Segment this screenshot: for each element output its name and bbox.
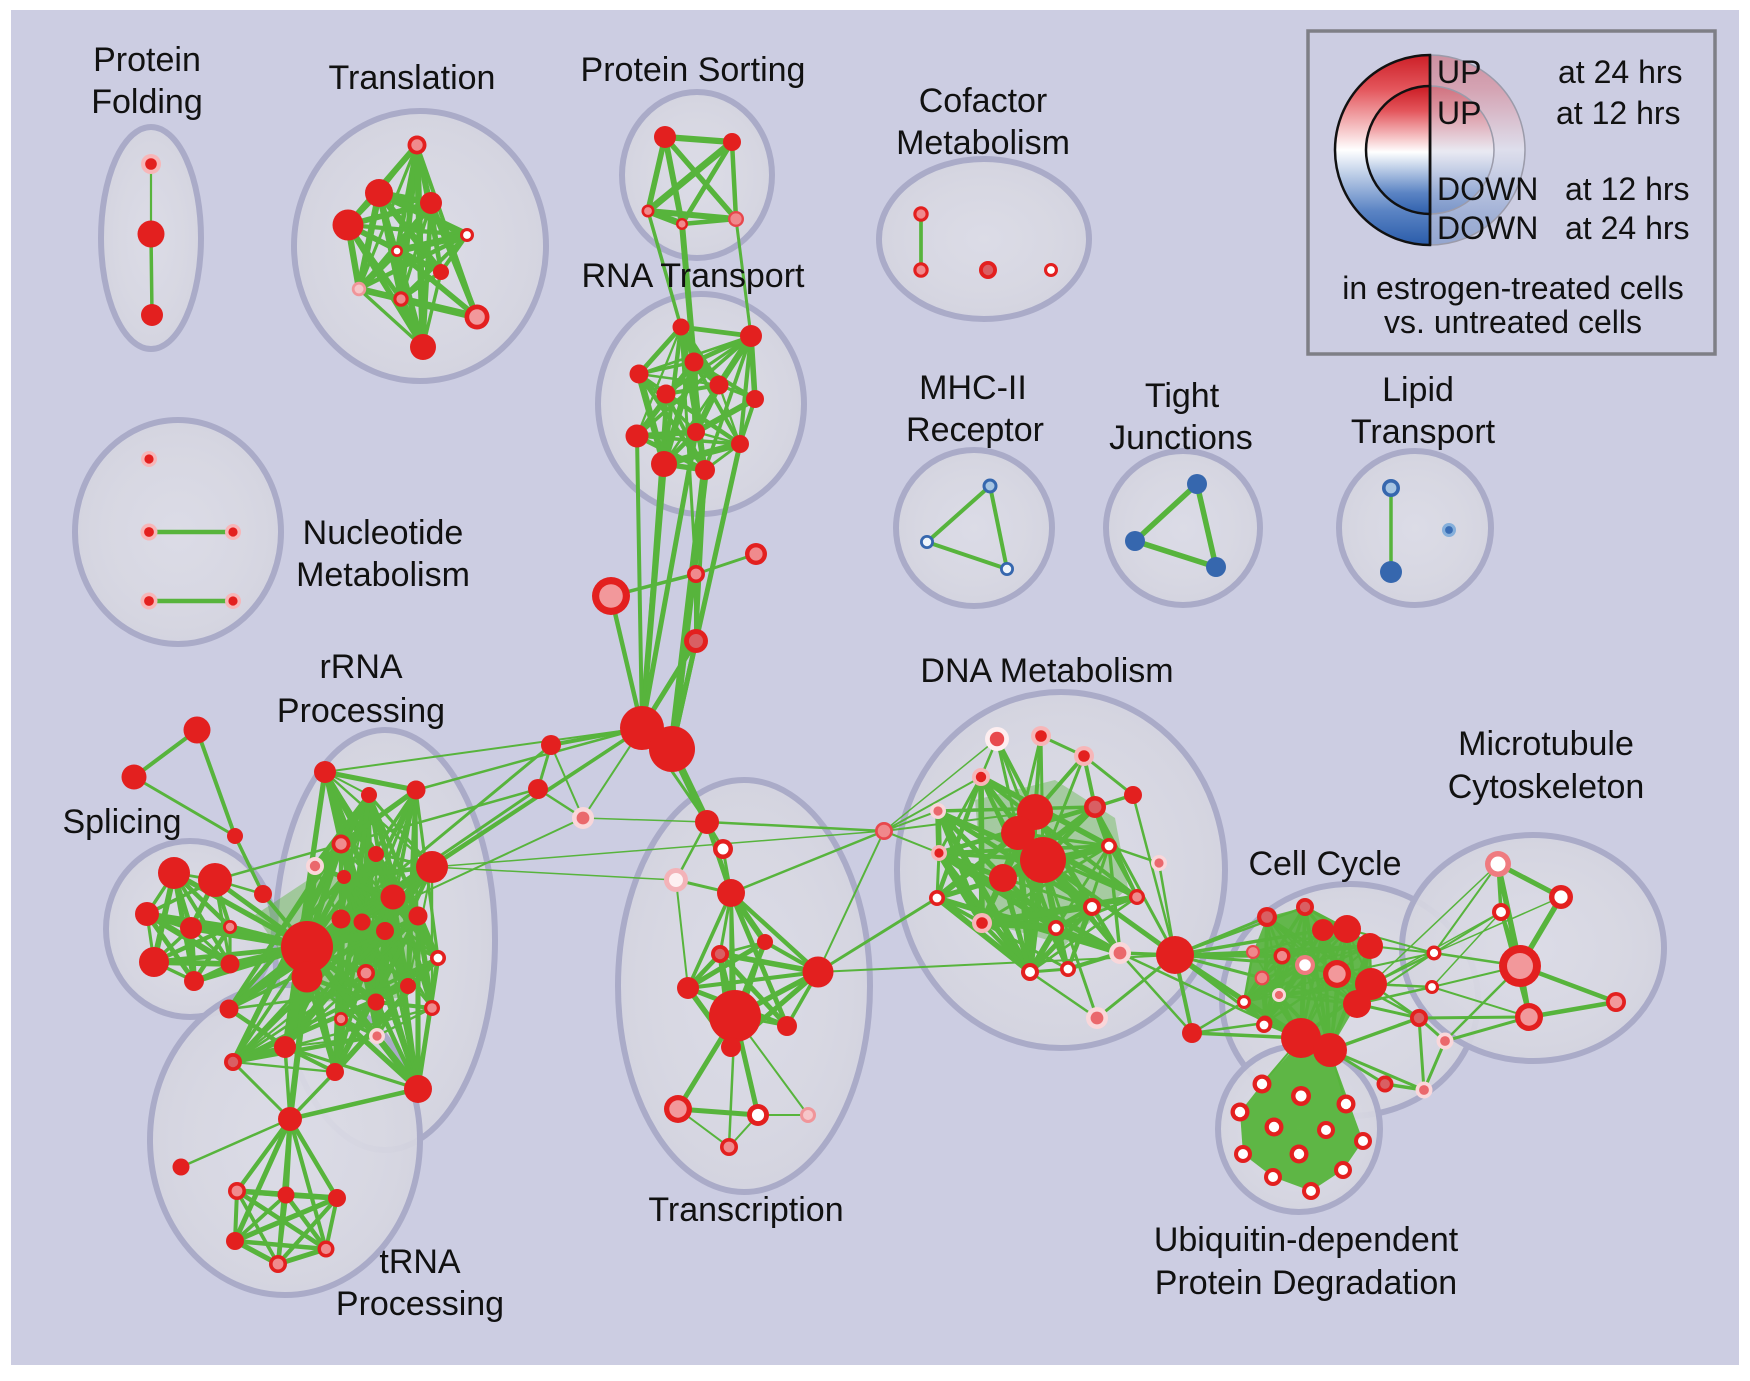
svg-text:Protein: Protein — [93, 41, 201, 79]
svg-text:in estrogen-treated cells: in estrogen-treated cells — [1342, 270, 1684, 306]
svg-text:Processing: Processing — [336, 1285, 504, 1323]
svg-text:Protein Degradation: Protein Degradation — [1155, 1264, 1457, 1302]
svg-text:Cell Cycle: Cell Cycle — [1248, 845, 1401, 883]
svg-text:DNA Metabolism: DNA Metabolism — [920, 652, 1173, 690]
svg-text:Transcription: Transcription — [648, 1191, 843, 1229]
svg-text:Ubiquitin-dependent: Ubiquitin-dependent — [1154, 1221, 1459, 1259]
svg-text:Receptor: Receptor — [906, 411, 1044, 449]
svg-text:at 24 hrs: at 24 hrs — [1558, 54, 1683, 90]
svg-text:vs. untreated cells: vs. untreated cells — [1384, 304, 1642, 340]
svg-text:Junctions: Junctions — [1109, 419, 1253, 457]
svg-text:Metabolism: Metabolism — [296, 556, 470, 594]
svg-text:Protein Sorting: Protein Sorting — [581, 51, 806, 89]
svg-text:Lipid: Lipid — [1382, 371, 1454, 409]
svg-text:Tight: Tight — [1145, 377, 1220, 415]
svg-text:UP: UP — [1437, 95, 1481, 131]
svg-text:at 12 hrs: at 12 hrs — [1556, 95, 1681, 131]
svg-text:Translation: Translation — [329, 59, 496, 97]
svg-text:tRNA: tRNA — [379, 1243, 461, 1281]
svg-text:Metabolism: Metabolism — [896, 124, 1070, 162]
svg-text:Cytoskeleton: Cytoskeleton — [1448, 768, 1645, 806]
svg-text:Splicing: Splicing — [62, 803, 181, 841]
svg-text:Transport: Transport — [1351, 413, 1496, 451]
svg-text:Cofactor: Cofactor — [919, 82, 1048, 120]
svg-text:at 12 hrs: at 12 hrs — [1565, 171, 1690, 207]
svg-text:DOWN: DOWN — [1437, 171, 1538, 207]
svg-text:Microtubule: Microtubule — [1458, 725, 1634, 763]
svg-text:Processing: Processing — [277, 692, 445, 730]
svg-text:UP: UP — [1437, 54, 1481, 90]
svg-text:RNA Transport: RNA Transport — [582, 257, 806, 295]
svg-text:at 24 hrs: at 24 hrs — [1565, 210, 1690, 246]
svg-text:MHC-II: MHC-II — [919, 369, 1027, 407]
svg-text:DOWN: DOWN — [1437, 210, 1538, 246]
svg-text:Nucleotide: Nucleotide — [303, 514, 464, 552]
svg-text:rRNA: rRNA — [319, 648, 402, 686]
svg-text:Folding: Folding — [91, 83, 203, 121]
